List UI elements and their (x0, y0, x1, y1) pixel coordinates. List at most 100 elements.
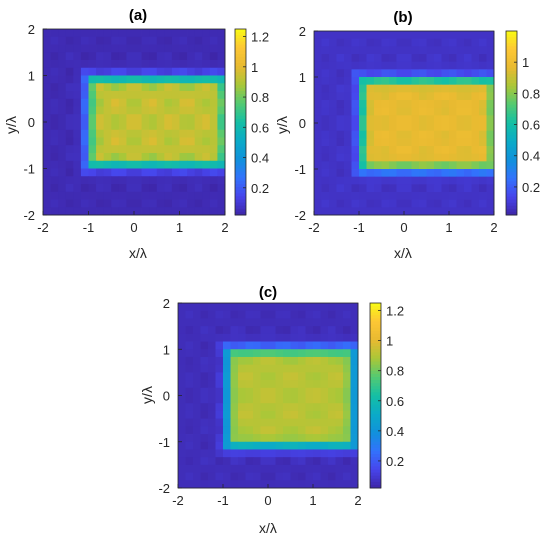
heatmap-cell (344, 69, 352, 78)
heatmap-cell (200, 418, 209, 427)
heatmap-cell (118, 44, 127, 53)
heatmap-cell (43, 44, 51, 53)
colorbar-swatch (235, 112, 246, 117)
heatmap-cell (381, 107, 390, 116)
heatmap-cell (336, 146, 345, 155)
heatmap-cell (185, 333, 194, 342)
heatmap-cell (179, 129, 188, 138)
heatmap-cell (350, 480, 359, 489)
heatmap-cell (200, 464, 209, 473)
heatmap-cell (43, 106, 51, 115)
colorbar-swatch (235, 187, 246, 191)
colorbar-swatch (506, 64, 517, 69)
heatmap-cell (65, 160, 74, 169)
heatmap-cell (464, 161, 472, 170)
heatmap-cell (208, 410, 216, 420)
colorbar-swatch (235, 32, 246, 36)
heatmap-cell (217, 207, 226, 216)
heatmap-cell (200, 395, 209, 404)
heatmap-cell (419, 31, 427, 40)
colorbar-swatch (370, 460, 381, 464)
heatmap-cell (366, 69, 375, 78)
heatmap-cell (88, 184, 97, 193)
heatmap-cell (404, 146, 412, 155)
heatmap-cell (283, 341, 291, 350)
heatmap-cell (208, 303, 216, 312)
heatmap-cell (96, 60, 105, 69)
heatmap-cell (178, 434, 186, 443)
heatmap-cell (336, 61, 345, 70)
heatmap-cell (268, 410, 276, 420)
heatmap-cell (268, 457, 276, 466)
heatmap-cell (290, 457, 299, 466)
heatmap-cell (80, 129, 89, 138)
heatmap-cell (73, 207, 82, 216)
heatmap-cell (275, 480, 284, 489)
heatmap-cell (187, 129, 196, 138)
heatmap-cell (65, 98, 74, 107)
heatmap-cell (283, 441, 291, 450)
heatmap-cell (200, 372, 209, 381)
heatmap-cell (230, 464, 239, 473)
colorbar-swatch (370, 484, 381, 489)
heatmap-cell (103, 145, 112, 154)
heatmap-cell (185, 464, 194, 473)
heatmap-cell (479, 184, 487, 193)
heatmap-cell (314, 38, 322, 47)
colorbar-swatch (235, 78, 246, 83)
colorbar-tick-label: 0.2 (386, 454, 404, 469)
heatmap-cell (200, 480, 209, 489)
heatmap-cell (320, 441, 329, 450)
heatmap-cell (449, 54, 457, 63)
heatmap-cell (321, 123, 330, 132)
colorbar-swatch (370, 426, 381, 430)
heatmap-cell (434, 169, 442, 178)
heatmap-cell (118, 122, 127, 131)
heatmap-cell (260, 380, 269, 389)
heatmap-cell (404, 38, 412, 47)
heatmap-cell (141, 137, 150, 146)
heatmap-cell (456, 92, 465, 101)
heatmap-cell (43, 153, 51, 162)
heatmap-cell (419, 176, 427, 185)
heatmap-cell (321, 138, 330, 147)
heatmap-cell (215, 318, 224, 327)
heatmap-cell (164, 153, 173, 162)
heatmap-cell (328, 426, 336, 435)
heatmap-cell (209, 207, 218, 216)
heatmap-cell (179, 122, 188, 131)
heatmap-cell (389, 31, 397, 40)
heatmap-cell (343, 318, 351, 327)
heatmap-cell (486, 169, 495, 178)
heatmap-cell (313, 418, 321, 427)
heatmap-cell (320, 349, 329, 358)
heatmap-cell (260, 356, 269, 366)
heatmap-cell (253, 464, 261, 473)
heatmap-cell (194, 52, 203, 61)
heatmap-cell (245, 464, 254, 473)
colorbar-tick-label: 0.8 (251, 90, 269, 105)
heatmap-cell (351, 146, 360, 155)
heatmap-cell (298, 403, 306, 412)
heatmap-cell (434, 146, 442, 155)
heatmap-cell (149, 52, 158, 61)
y-axis-label: y/λ (274, 116, 290, 134)
heatmap-cell (411, 77, 420, 86)
heatmap-cell (344, 100, 352, 109)
heatmap-cell (314, 192, 322, 201)
heatmap-cell (344, 138, 352, 147)
heatmap-cell (126, 36, 135, 45)
heatmap-cell (374, 107, 382, 116)
heatmap-cell (126, 160, 135, 169)
heatmap-cell (335, 434, 344, 443)
heatmap-cell (298, 356, 306, 366)
heatmap-cell (335, 403, 344, 412)
heatmap-cell (486, 61, 495, 70)
heatmap-cell (171, 98, 180, 107)
heatmap-cell (321, 38, 330, 47)
heatmap-cell (456, 100, 465, 109)
heatmap-cell (389, 176, 397, 185)
colorbar-swatch (506, 37, 517, 41)
heatmap-cell (193, 410, 201, 420)
colorbar-swatch (370, 457, 381, 461)
